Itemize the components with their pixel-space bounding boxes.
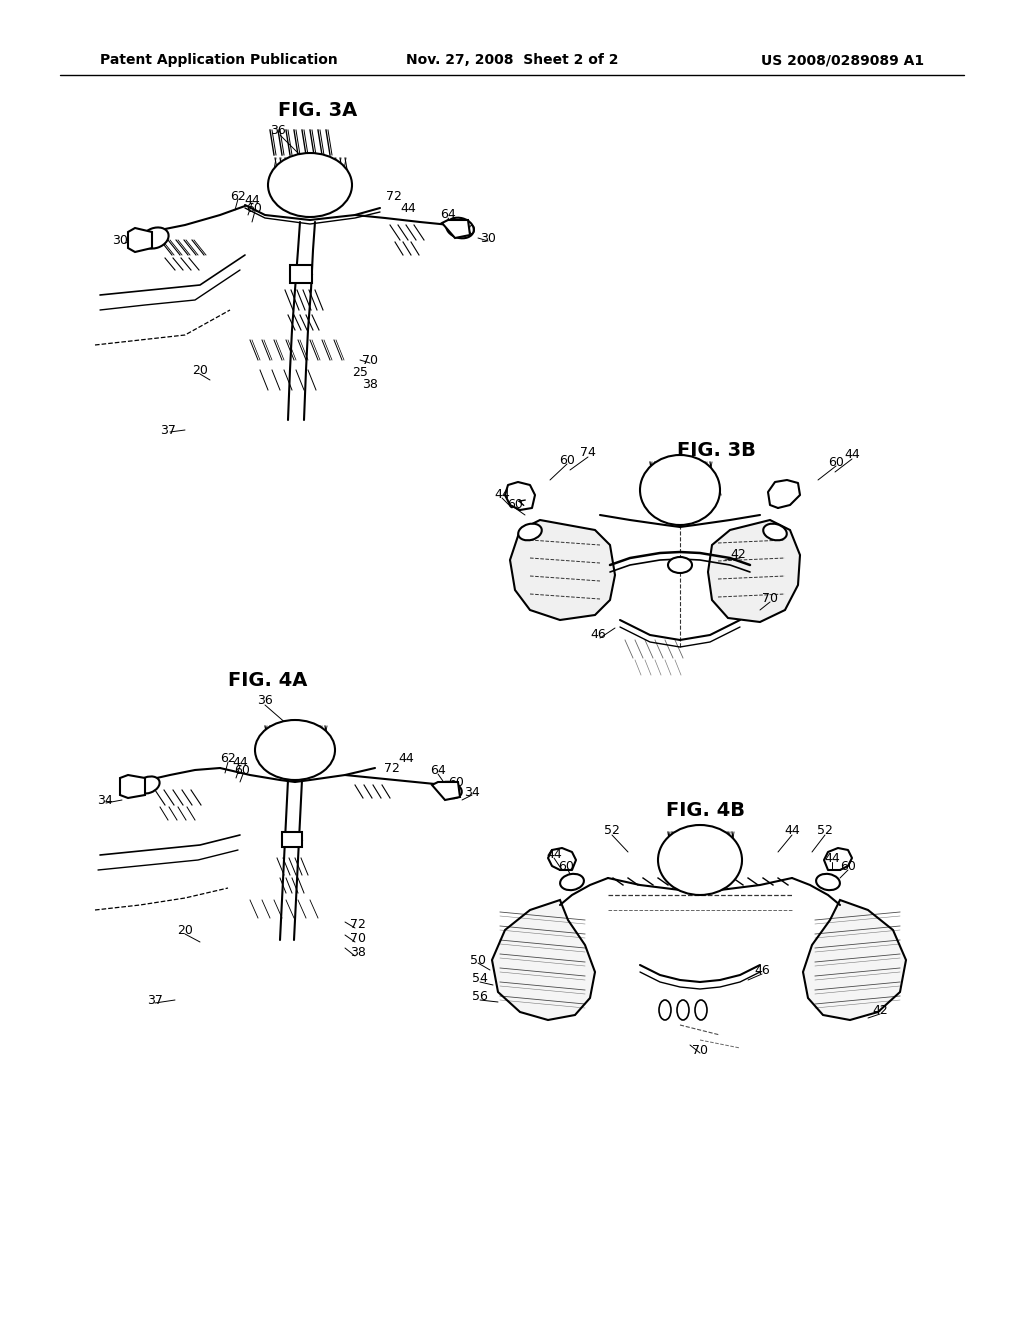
Text: 37: 37 bbox=[160, 424, 176, 437]
Text: 30: 30 bbox=[112, 234, 128, 247]
Text: 60: 60 bbox=[449, 776, 464, 788]
Text: 44: 44 bbox=[546, 849, 562, 862]
Text: 46: 46 bbox=[754, 964, 770, 977]
Text: 70: 70 bbox=[350, 932, 366, 945]
Text: 38: 38 bbox=[350, 945, 366, 958]
Text: FIG. 4B: FIG. 4B bbox=[667, 800, 745, 820]
Ellipse shape bbox=[268, 153, 352, 216]
Text: 36: 36 bbox=[270, 124, 286, 136]
Text: 52: 52 bbox=[817, 824, 833, 837]
Text: 34: 34 bbox=[97, 793, 113, 807]
Text: 70: 70 bbox=[692, 1044, 708, 1056]
Text: 46: 46 bbox=[590, 628, 606, 642]
Text: 44: 44 bbox=[398, 751, 414, 764]
Text: 34: 34 bbox=[464, 785, 480, 799]
Text: 20: 20 bbox=[177, 924, 193, 936]
Text: FIG. 3B: FIG. 3B bbox=[677, 441, 756, 459]
Text: US 2008/0289089 A1: US 2008/0289089 A1 bbox=[761, 53, 924, 67]
Text: 60: 60 bbox=[559, 454, 574, 466]
Ellipse shape bbox=[668, 557, 692, 573]
Text: Patent Application Publication: Patent Application Publication bbox=[100, 53, 338, 67]
Ellipse shape bbox=[438, 781, 462, 799]
Text: 36: 36 bbox=[257, 693, 272, 706]
Text: 50: 50 bbox=[470, 953, 486, 966]
Text: 70: 70 bbox=[362, 354, 378, 367]
PathPatch shape bbox=[803, 900, 906, 1020]
Text: 70: 70 bbox=[762, 591, 778, 605]
Ellipse shape bbox=[659, 1001, 671, 1020]
Text: 60: 60 bbox=[234, 763, 250, 776]
Text: 72: 72 bbox=[350, 919, 366, 932]
PathPatch shape bbox=[492, 900, 595, 1020]
PathPatch shape bbox=[510, 520, 615, 620]
Ellipse shape bbox=[763, 524, 786, 540]
Text: 74: 74 bbox=[580, 446, 596, 459]
Ellipse shape bbox=[255, 719, 335, 780]
Ellipse shape bbox=[446, 218, 474, 239]
Ellipse shape bbox=[816, 874, 840, 890]
Ellipse shape bbox=[560, 874, 584, 890]
Text: 20: 20 bbox=[193, 363, 208, 376]
Text: 62: 62 bbox=[230, 190, 246, 202]
Bar bbox=[282, 832, 302, 847]
PathPatch shape bbox=[128, 228, 152, 252]
PathPatch shape bbox=[708, 520, 800, 622]
PathPatch shape bbox=[442, 220, 470, 238]
Text: 44: 44 bbox=[824, 851, 840, 865]
Text: 72: 72 bbox=[386, 190, 402, 203]
Text: 56: 56 bbox=[472, 990, 488, 1002]
Text: 38: 38 bbox=[362, 379, 378, 392]
Text: Nov. 27, 2008  Sheet 2 of 2: Nov. 27, 2008 Sheet 2 of 2 bbox=[406, 53, 618, 67]
Ellipse shape bbox=[695, 1001, 707, 1020]
Text: 72: 72 bbox=[384, 762, 400, 775]
Text: 60: 60 bbox=[507, 499, 523, 511]
PathPatch shape bbox=[120, 775, 145, 799]
Text: 44: 44 bbox=[232, 755, 248, 768]
Text: FIG. 3A: FIG. 3A bbox=[279, 100, 357, 120]
Text: 44: 44 bbox=[844, 449, 860, 462]
Bar bbox=[290, 265, 312, 282]
Text: 42: 42 bbox=[730, 549, 745, 561]
Text: 60: 60 bbox=[246, 202, 262, 214]
Text: 52: 52 bbox=[604, 824, 620, 837]
Text: 44: 44 bbox=[784, 824, 800, 837]
Text: 64: 64 bbox=[440, 209, 456, 222]
Text: 60: 60 bbox=[840, 859, 856, 873]
Text: 44: 44 bbox=[495, 488, 510, 502]
Text: 62: 62 bbox=[220, 751, 236, 764]
Text: 60: 60 bbox=[460, 223, 476, 236]
Text: 54: 54 bbox=[472, 972, 488, 985]
Text: 60: 60 bbox=[828, 455, 844, 469]
Text: 44: 44 bbox=[400, 202, 416, 214]
Text: 64: 64 bbox=[430, 763, 445, 776]
Ellipse shape bbox=[136, 776, 160, 793]
Ellipse shape bbox=[518, 524, 542, 540]
Ellipse shape bbox=[141, 227, 169, 248]
Ellipse shape bbox=[640, 455, 720, 525]
Text: 37: 37 bbox=[147, 994, 163, 1006]
Ellipse shape bbox=[677, 1001, 689, 1020]
Text: 44: 44 bbox=[244, 194, 260, 206]
Text: 30: 30 bbox=[480, 231, 496, 244]
Text: 25: 25 bbox=[352, 366, 368, 379]
Text: 42: 42 bbox=[872, 1003, 888, 1016]
Text: 60: 60 bbox=[558, 859, 573, 873]
Ellipse shape bbox=[658, 825, 742, 895]
PathPatch shape bbox=[432, 781, 460, 800]
Text: FIG. 4A: FIG. 4A bbox=[228, 671, 307, 689]
